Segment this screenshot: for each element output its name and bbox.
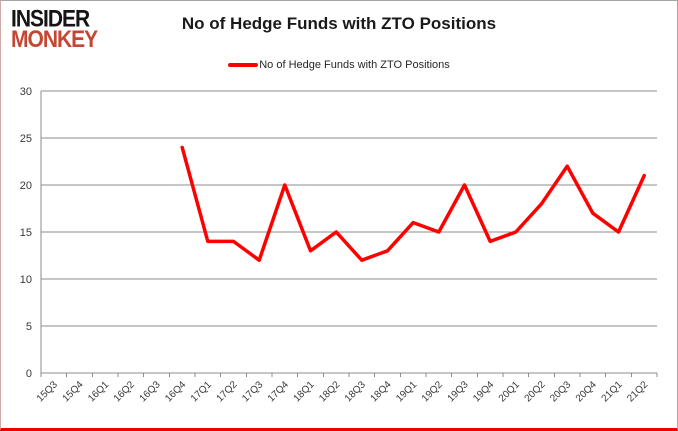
- logo-line-monkey: MONKEY: [11, 26, 98, 54]
- x-axis-tick-label: 16Q2: [112, 379, 137, 404]
- x-axis-tick-label: 20Q2: [523, 379, 548, 404]
- x-axis-tick-label: 20Q1: [497, 379, 522, 404]
- x-axis-tick-label: 18Q3: [343, 379, 368, 404]
- x-axis-tick-label: 16Q1: [86, 379, 111, 404]
- y-axis-tick-label: 10: [20, 274, 32, 286]
- x-axis-tick-label: 18Q1: [292, 379, 317, 404]
- x-axis-tick-label: 16Q4: [163, 379, 188, 404]
- x-axis-tick-label: 19Q1: [394, 379, 419, 404]
- x-axis-tick-label: 17Q3: [240, 379, 265, 404]
- x-axis-tick-label: 18Q4: [369, 379, 394, 404]
- legend-label: No of Hedge Funds with ZTO Positions: [259, 59, 450, 71]
- insider-monkey-logo: INSIDER MONKEY: [11, 5, 98, 54]
- y-axis-tick-label: 30: [20, 86, 32, 98]
- x-axis-tick-label: 19Q4: [471, 379, 496, 404]
- legend: No of Hedge Funds with ZTO Positions: [1, 59, 677, 71]
- y-axis-tick-label: 0: [26, 368, 32, 380]
- x-axis-tick-label: 20Q3: [548, 379, 573, 404]
- x-axis-tick-label: 19Q2: [420, 379, 445, 404]
- x-axis-tick-label: 19Q3: [446, 379, 471, 404]
- series-line: [180, 145, 646, 262]
- y-axis-tick-label: 15: [20, 227, 32, 239]
- logo-line-insider: INSIDER: [11, 5, 90, 33]
- x-axis-tick-label: 15Q3: [35, 379, 60, 404]
- x-axis-tick-label: 15Q4: [61, 379, 86, 404]
- x-axis-tick-label: 17Q2: [215, 379, 240, 404]
- x-axis-tick-label: 17Q1: [189, 379, 214, 404]
- y-axis-tick-label: 25: [20, 133, 32, 145]
- x-axis-tick-label: 21Q2: [625, 379, 650, 404]
- x-axis-tick-label: 18Q2: [317, 379, 342, 404]
- x-axis-tick-label: 16Q3: [138, 379, 163, 404]
- x-axis-tick-label: 17Q4: [266, 379, 291, 404]
- y-axis-tick-label: 5: [26, 321, 32, 333]
- x-axis-tick-label: 20Q4: [574, 379, 599, 404]
- chart-title: No of Hedge Funds with ZTO Positions: [181, 14, 497, 33]
- y-axis-tick-label: 20: [20, 180, 32, 192]
- legend-line-marker: [228, 63, 259, 67]
- x-axis-tick-label: 21Q1: [600, 379, 625, 404]
